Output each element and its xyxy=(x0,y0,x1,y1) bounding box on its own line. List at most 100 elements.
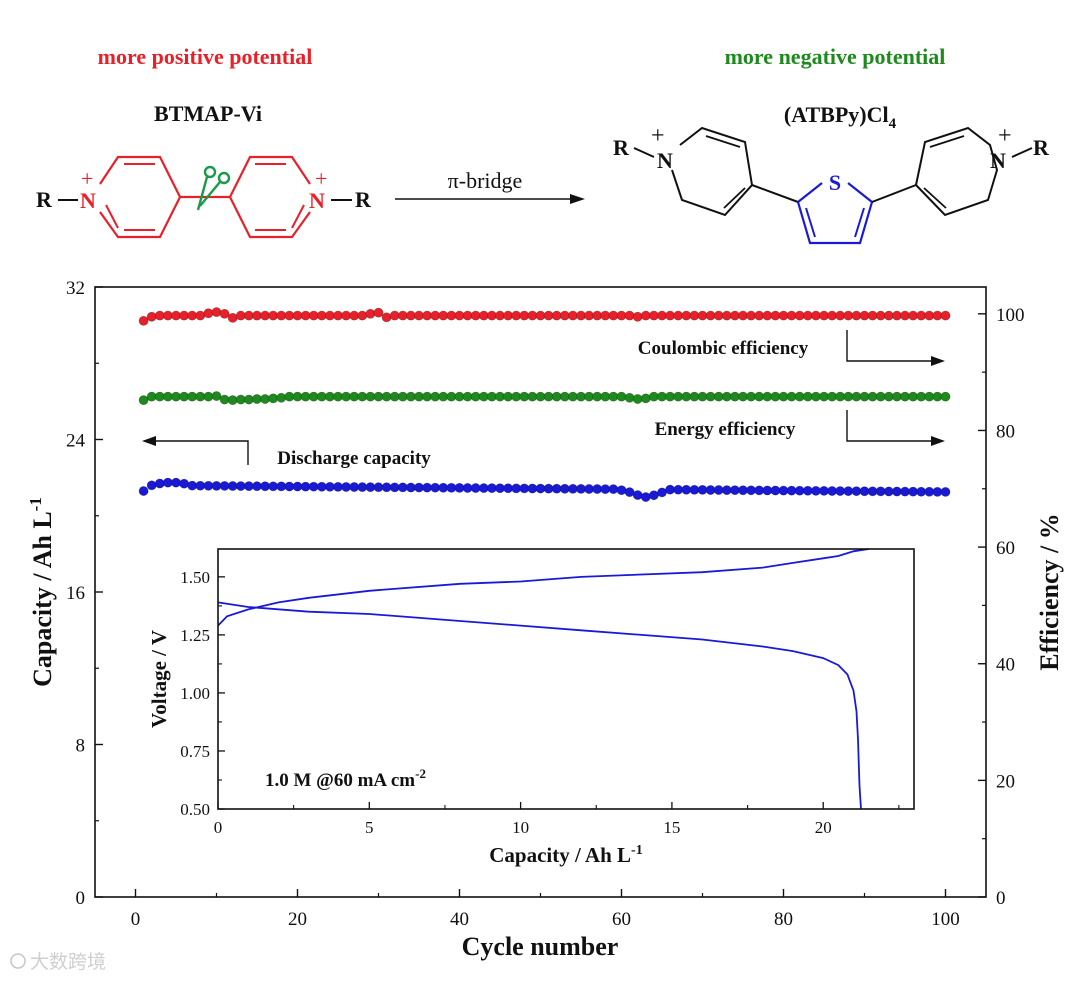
scissors-icon xyxy=(196,165,231,211)
left-molecule-name: BTMAP-Vi xyxy=(154,101,262,126)
watermark: 大数跨境 xyxy=(10,951,106,973)
data-point xyxy=(940,310,951,321)
y-right-tick-label: 60 xyxy=(996,538,1015,559)
inset-y-tick-label: 0.75 xyxy=(180,742,210,761)
data-point xyxy=(624,392,635,403)
y-left-tick-label: 32 xyxy=(66,278,85,299)
x-tick-label: 80 xyxy=(774,909,793,930)
inset-y-tick-label: 1.00 xyxy=(180,684,210,703)
data-point xyxy=(268,393,279,404)
data-point xyxy=(138,395,149,406)
plus-right-atbpy: + xyxy=(998,123,1012,149)
data-point xyxy=(624,310,635,321)
data-point xyxy=(640,492,651,502)
x-tick-label: 40 xyxy=(450,909,469,930)
data-point xyxy=(616,391,627,402)
data-point xyxy=(365,308,376,319)
y-right-tick-label: 20 xyxy=(996,771,1015,792)
header: more positive potential more negative po… xyxy=(36,44,1050,245)
plus-right: + xyxy=(315,166,327,191)
data-point xyxy=(219,308,230,319)
data-point xyxy=(195,310,206,321)
inset-y-tick-label: 1.25 xyxy=(180,626,210,645)
data-point xyxy=(227,395,238,406)
x-tick-label: 100 xyxy=(931,909,960,930)
inset-series xyxy=(217,548,869,810)
data-point xyxy=(211,391,222,401)
inset-plot-frame xyxy=(217,548,915,810)
left-caption: more positive potential xyxy=(98,44,313,69)
nitrogen-left: N xyxy=(80,188,96,213)
x-tick-label: 20 xyxy=(288,909,307,930)
inset-x-tick-label: 15 xyxy=(663,818,680,837)
energy-arrow-icon xyxy=(931,436,945,446)
y-left-axis-label: Capacity / Ah L-1 xyxy=(26,497,57,687)
data-point xyxy=(203,391,214,402)
watermark-text: 大数跨境 xyxy=(30,951,106,973)
y-left-tick-label: 8 xyxy=(76,736,86,757)
inset-axis-ticks: 0 5 10 15 20 0.50 0.75 1.00 1.25 1.50 xyxy=(180,568,900,837)
data-point xyxy=(373,307,384,318)
pi-bridge-label: π-bridge xyxy=(448,168,523,193)
data-point xyxy=(276,392,287,403)
y-left-tick-label: 16 xyxy=(66,583,85,604)
coulombic-arrow-icon xyxy=(931,356,945,366)
data-point xyxy=(632,394,643,404)
data-point xyxy=(146,311,157,322)
y-right-tick-label: 100 xyxy=(996,305,1025,326)
nitrogen-right: N xyxy=(309,188,325,213)
x-tick-label: 0 xyxy=(131,909,141,930)
main-series xyxy=(138,307,951,502)
plus-left-atbpy: + xyxy=(651,123,665,149)
r-group-right-atbpy: R xyxy=(1033,135,1050,160)
y-right-tick-label: 80 xyxy=(996,421,1015,442)
right-caption: more negative potential xyxy=(725,44,946,69)
r-group-left-atbpy: R xyxy=(613,135,630,160)
inset-x-tick-label: 5 xyxy=(365,818,374,837)
discharge-label: Discharge capacity xyxy=(277,448,431,469)
inset-x-tick-label: 10 xyxy=(512,818,529,837)
data-point xyxy=(940,487,951,497)
inset-curve-charge xyxy=(217,548,869,627)
y-left-tick-label: 24 xyxy=(66,431,86,452)
data-point xyxy=(219,394,230,405)
data-point xyxy=(616,485,627,496)
data-point xyxy=(632,490,643,500)
data-point xyxy=(381,312,392,323)
inset-curve-discharge xyxy=(217,601,862,810)
inset-x-axis-label: Capacity / Ah L-1 xyxy=(489,843,642,867)
data-point xyxy=(260,394,270,404)
coulombic-label: Coulombic efficiency xyxy=(638,338,809,359)
energy-label: Energy efficiency xyxy=(655,419,796,440)
atbpy-structure: R N + S N + R xyxy=(613,123,1050,245)
data-point xyxy=(357,310,368,321)
data-point xyxy=(211,307,222,317)
inset-y-tick-label: 0.50 xyxy=(180,800,210,819)
data-point xyxy=(227,313,238,323)
data-point xyxy=(203,308,214,319)
inset-chart: 0 5 10 15 20 0.50 0.75 1.00 1.25 1.50 1.0 M @60 m… xyxy=(147,548,915,867)
data-point xyxy=(608,484,619,495)
r-group-right: R xyxy=(355,187,372,212)
inset-x-tick-label: 20 xyxy=(815,818,832,837)
y-right-tick-label: 0 xyxy=(996,888,1006,909)
data-point xyxy=(179,478,189,489)
data-point xyxy=(632,311,643,322)
nitrogen-right-atbpy: N xyxy=(990,148,1006,173)
annotations: Coulombic efficiency Energy efficiency D… xyxy=(142,330,945,469)
series-coulombic-efficiency xyxy=(138,307,951,326)
y-right-axis-label: Efficiency / % xyxy=(1035,513,1064,670)
right-molecule-name: (ATBPy)Cl4 xyxy=(784,102,897,132)
plus-left: + xyxy=(81,166,93,191)
data-point xyxy=(640,393,651,404)
series-energy-efficiency xyxy=(138,391,951,406)
sulfur: S xyxy=(829,170,841,195)
nitrogen-left-atbpy: N xyxy=(657,148,673,173)
y-right-tick-label: 40 xyxy=(996,655,1015,676)
data-point xyxy=(138,315,149,326)
inset-condition-label: 1.0 M @60 mA cm-2 xyxy=(265,766,426,791)
watermark-logo-icon xyxy=(10,953,26,969)
